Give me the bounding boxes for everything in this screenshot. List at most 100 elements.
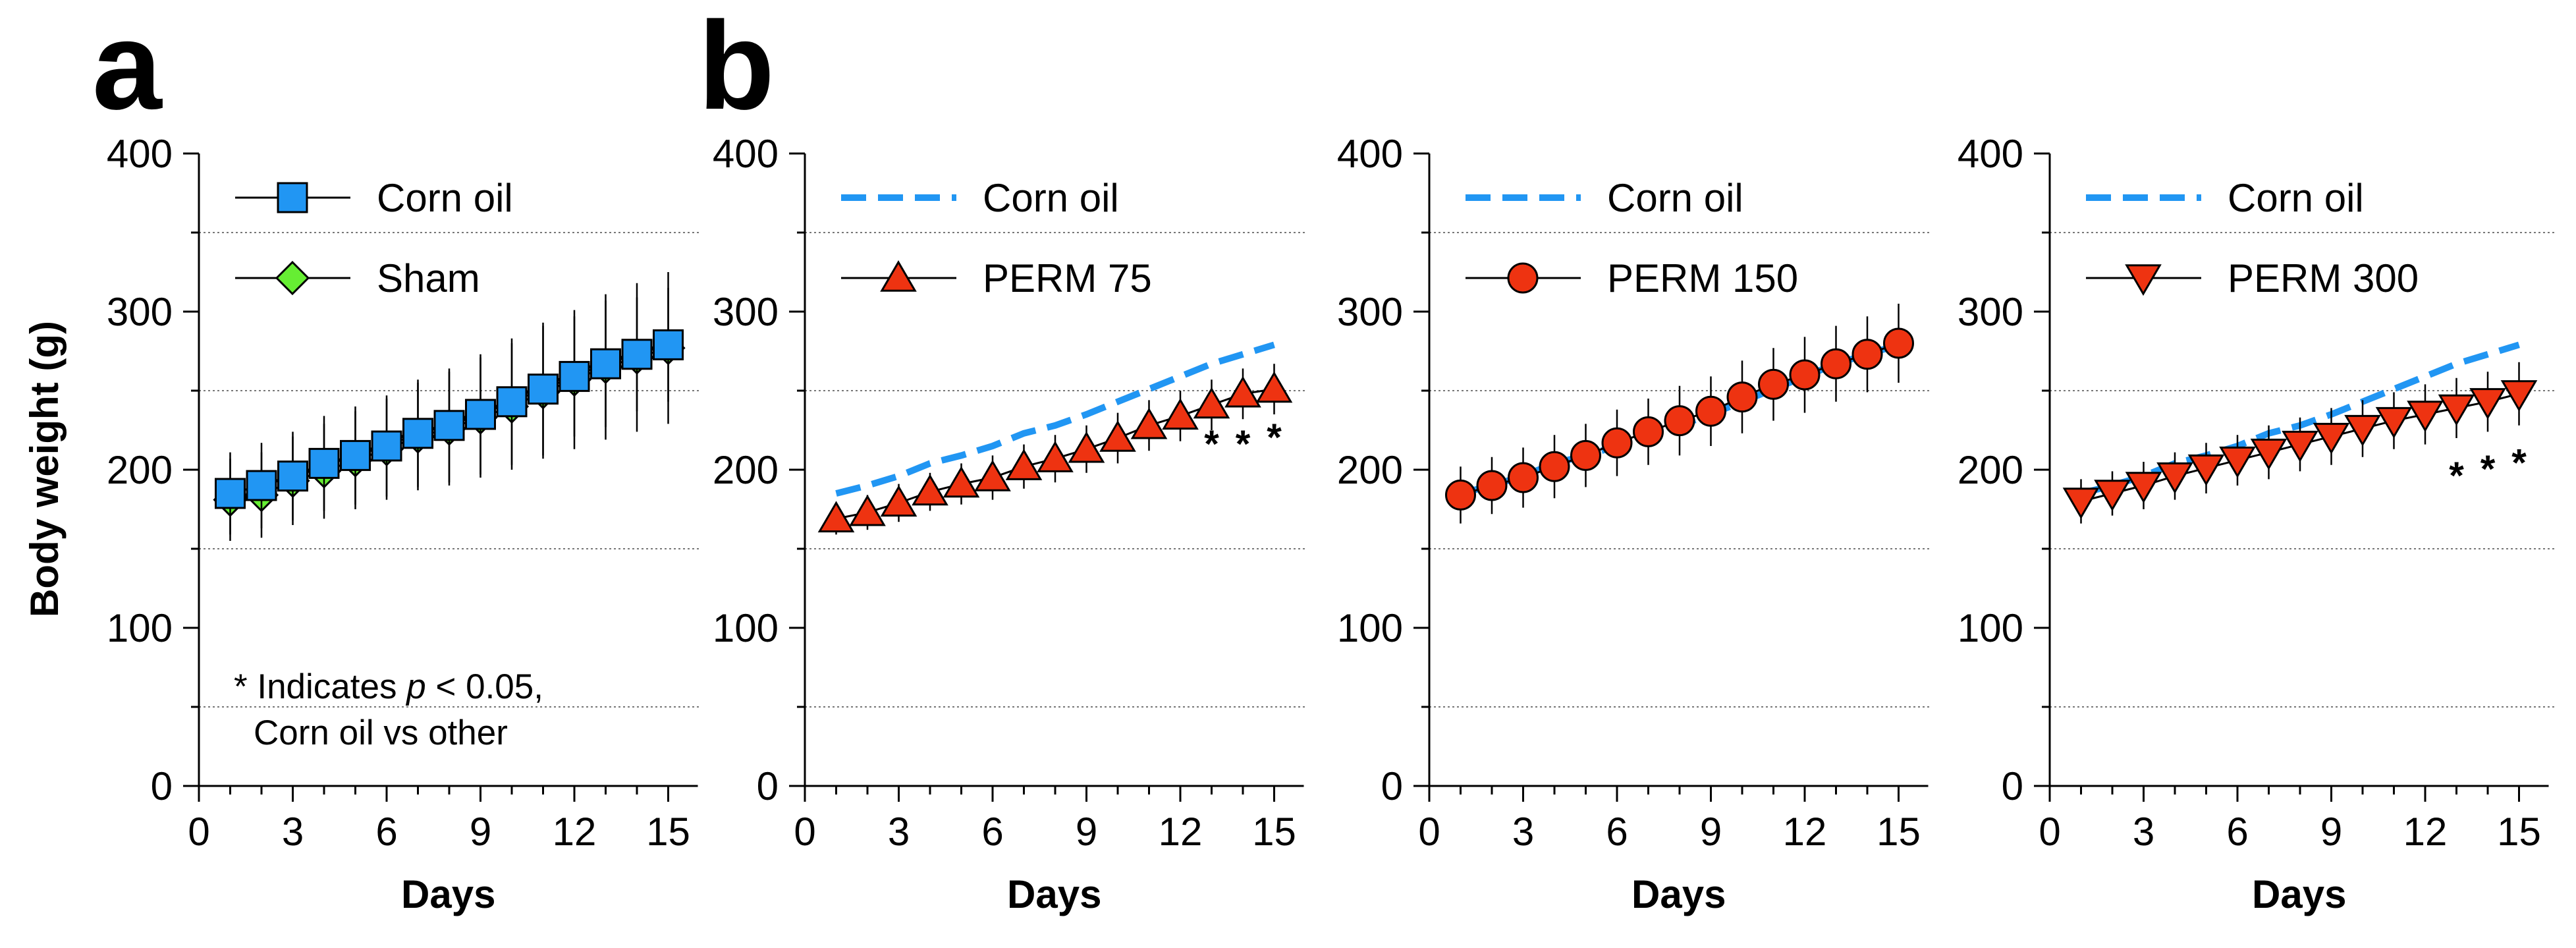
- data-point: [2313, 422, 2350, 455]
- significance-star: *: [2511, 442, 2527, 485]
- y-tick-label: 0: [151, 764, 173, 808]
- legend-label: PERM 75: [983, 256, 1152, 300]
- chart-panel-b-perm150: 0 100 200 300 400 0 3 6 9 12 15 Days Corn oil PERM 15…: [1337, 132, 1930, 916]
- data-point: [2062, 488, 2100, 519]
- x-tick-label: 6: [981, 810, 1003, 854]
- significance-star: *: [2449, 455, 2464, 497]
- data-point: [1068, 431, 1105, 463]
- data-point: [621, 339, 653, 370]
- data-point: [2438, 394, 2475, 426]
- data-point: [2125, 472, 2162, 503]
- chart-panel-b-perm75: 0 100 200 300 400 0 3 6 9 12 15 Days Corn oil PERM 75…: [713, 132, 1305, 916]
- data-point: [849, 494, 886, 526]
- data-point: [943, 466, 980, 498]
- data-point: [2500, 380, 2538, 412]
- x-tick-label: 9: [2320, 810, 2342, 854]
- y-tick-label: 300: [1337, 290, 1403, 334]
- data-point: [2375, 406, 2413, 439]
- data-point: [1130, 407, 1168, 439]
- y-tick-label: 200: [1958, 448, 2023, 492]
- data-point: [2250, 438, 2288, 470]
- data-point: [1851, 339, 1883, 370]
- x-tick-label: 0: [2039, 810, 2060, 854]
- x-axis-title: Days: [1007, 872, 1101, 916]
- data-point: [2469, 388, 2506, 420]
- data-point: [1726, 381, 1758, 413]
- data-point: [1601, 427, 1633, 459]
- legend-label: PERM 300: [2228, 256, 2419, 300]
- series-line-corn-oil: [835, 341, 1275, 497]
- legend-label: Corn oil: [1607, 176, 1743, 220]
- x-tick-label: 0: [1418, 810, 1440, 854]
- data-point: [433, 410, 465, 441]
- x-tick-label: 6: [1606, 810, 1628, 854]
- data-point: [465, 399, 496, 430]
- legend-label: Corn oil: [2228, 176, 2364, 220]
- x-tick-label: 12: [2403, 810, 2448, 854]
- chart-panel-a: 0 100 200 300 400 0 3 6 9 12 15 Days Corn oil Sham: [107, 132, 699, 916]
- y-tick-label: 100: [1958, 606, 2023, 650]
- x-tick-label: 12: [1783, 810, 1827, 854]
- data-point: [277, 460, 308, 492]
- data-point: [1758, 368, 1789, 400]
- data-point: [1883, 327, 1914, 359]
- data-point: [2344, 414, 2381, 447]
- x-tick-label: 6: [2226, 810, 2248, 854]
- data-point: [817, 501, 855, 533]
- x-tick-label: 12: [1159, 810, 1203, 854]
- data-point: [1664, 405, 1695, 437]
- data-point: [1821, 348, 1851, 379]
- data-point: [2219, 446, 2256, 478]
- x-tick-label: 6: [375, 810, 397, 854]
- x-tick-label: 0: [794, 810, 815, 854]
- data-point: [1005, 449, 1043, 480]
- y-tick-label: 0: [757, 764, 779, 808]
- x-tick-label: 15: [1877, 810, 1921, 854]
- data-point: [371, 430, 402, 462]
- data-point: [496, 386, 528, 418]
- data-point: [340, 439, 371, 471]
- data-point: [559, 360, 590, 392]
- note-p-italic: p: [405, 667, 425, 706]
- y-tick-label: 0: [1381, 764, 1403, 808]
- x-axis-title: Days: [401, 872, 495, 916]
- legend-swatch-marker: [275, 260, 310, 296]
- data-point: [912, 474, 948, 506]
- x-axis-title: Days: [2252, 872, 2346, 916]
- legend-label: Sham: [377, 256, 480, 300]
- data-point: [402, 418, 433, 449]
- x-tick-label: 9: [1700, 810, 1722, 854]
- y-axis-title: Body weight (g): [22, 321, 67, 617]
- data-point: [308, 447, 340, 479]
- y-tick-label: 400: [1337, 132, 1403, 176]
- data-point: [2407, 401, 2444, 432]
- y-tick-label: 300: [107, 290, 173, 334]
- significance-star: *: [1204, 423, 1219, 466]
- data-point: [2094, 480, 2131, 511]
- x-tick-label: 3: [888, 810, 910, 854]
- x-tick-label: 15: [2497, 810, 2541, 854]
- data-point: [246, 470, 277, 501]
- data-point: [1162, 398, 1199, 430]
- data-point: [1633, 416, 1664, 447]
- x-tick-label: 9: [1076, 810, 1097, 854]
- legend-swatch-marker: [277, 182, 308, 213]
- data-point: [880, 485, 918, 517]
- data-point: [1695, 395, 1726, 427]
- legend-label: Corn oil: [983, 176, 1119, 220]
- y-tick-label: 200: [713, 448, 779, 492]
- note-suffix: < 0.05,: [426, 667, 543, 706]
- y-tick-label: 0: [2002, 764, 2023, 808]
- x-tick-label: 15: [646, 810, 690, 854]
- y-tick-label: 200: [107, 448, 173, 492]
- y-tick-label: 100: [107, 606, 173, 650]
- data-point: [1508, 462, 1539, 493]
- data-point: [2282, 430, 2318, 462]
- y-tick-label: 100: [1337, 606, 1403, 650]
- significance-note-line1: * Indicates p < 0.05,: [234, 667, 543, 706]
- x-tick-label: 3: [282, 810, 304, 854]
- data-point: [1255, 371, 1293, 403]
- panel-label-b: b: [698, 0, 775, 136]
- legend-swatch-marker: [2125, 264, 2162, 296]
